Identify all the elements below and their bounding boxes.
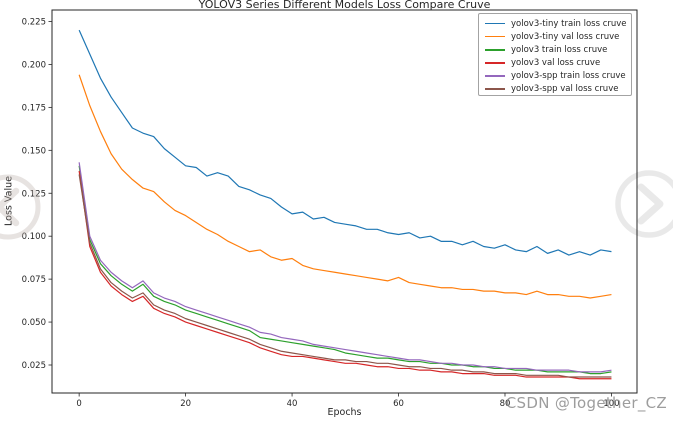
legend-line-swatch <box>485 62 505 64</box>
legend-label: yolov3-spp train loss cruve <box>511 70 626 81</box>
legend-line-swatch <box>485 75 505 77</box>
legend-item: yolov3-spp val loss cruve <box>485 82 631 95</box>
series-line <box>78 74 612 299</box>
legend-line-swatch <box>485 48 505 51</box>
plot-frame <box>51 9 638 394</box>
legend-label: yolov3-tiny train loss cruve <box>511 18 627 29</box>
chevron-right-circle-icon[interactable] <box>608 158 673 250</box>
series-line <box>78 165 612 375</box>
legend-item: yolov3 train loss cruve <box>485 43 631 56</box>
y-tick-label: 0.175 <box>22 103 46 113</box>
series-line <box>78 162 612 373</box>
y-tick-label: 0.150 <box>22 146 46 156</box>
x-axis-label: Epochs <box>327 407 362 418</box>
legend-label: yolov3 train loss cruve <box>511 44 608 55</box>
chart-legend: yolov3-tiny train loss cruve yolov3-tiny … <box>478 13 632 96</box>
x-tick-label: 100 <box>603 399 619 409</box>
legend-item: yolov3-tiny train loss cruve <box>485 17 631 30</box>
x-tick-label: 40 <box>287 399 298 409</box>
x-tick-label: 60 <box>393 399 404 409</box>
legend-label: yolov3-spp val loss cruve <box>511 84 619 95</box>
chevron-left-circle-icon[interactable] <box>0 169 46 245</box>
legend-item: yolov3 val loss cruve <box>485 56 631 69</box>
x-tick-label: 20 <box>180 399 191 409</box>
y-tick-label: 0.225 <box>22 18 46 28</box>
series-line <box>78 29 612 256</box>
legend-line-swatch <box>485 88 505 90</box>
y-tick-label: 0.025 <box>22 361 46 371</box>
chart-title: YOLOV3 Series Different Models Loss Comp… <box>198 0 491 11</box>
y-tick-label: 0.100 <box>22 232 46 242</box>
y-tick-label: 0.200 <box>22 60 46 70</box>
legend-label: yolov3 val loss cruve <box>511 57 601 68</box>
series-line <box>78 170 612 380</box>
series-line <box>78 174 612 378</box>
x-tick-label: 0 <box>76 399 81 409</box>
legend-item: yolov3-spp train loss cruve <box>485 69 631 82</box>
legend-line-swatch <box>485 35 505 38</box>
legend-label: yolov3-tiny val loss cruve <box>511 31 620 42</box>
legend-item: yolov3-tiny val loss cruve <box>485 30 631 43</box>
legend-line-swatch <box>485 22 505 25</box>
csdn-watermark: CSDN @Together_CZ <box>505 394 667 412</box>
y-tick-label: 0.050 <box>22 318 46 328</box>
x-tick-label: 80 <box>500 399 511 409</box>
y-tick-label: 0.075 <box>22 275 46 285</box>
y-tick-label: 0.125 <box>22 189 46 199</box>
